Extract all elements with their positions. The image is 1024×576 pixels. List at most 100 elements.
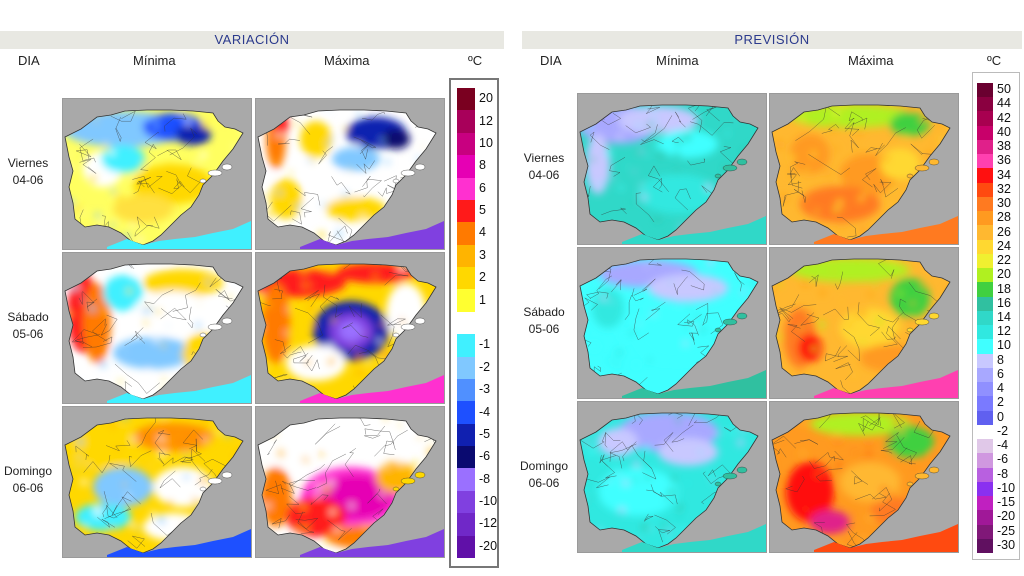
legend-label: -20 (997, 509, 1016, 524)
day-name: Viernes (7, 156, 49, 170)
day-name: Viernes (523, 151, 565, 165)
variacion-unit: ºC (468, 53, 483, 68)
legend-swatch (977, 510, 993, 525)
legend-swatch (977, 353, 993, 369)
prevision-col-maxima: Máxima (848, 53, 894, 68)
legend-label: 6 (479, 180, 486, 195)
legend-swatch (977, 168, 993, 184)
prevision-row-label-1: Sábado 05-06 (520, 304, 568, 338)
legend-label: -4 (997, 438, 1009, 453)
legend-swatch (457, 356, 475, 380)
variacion-map-minima-sbado (62, 252, 252, 404)
legend-label: 22 (997, 253, 1011, 268)
legend-label: -8 (479, 471, 491, 486)
legend-label: 42 (997, 110, 1011, 125)
legend-swatch (977, 396, 993, 412)
legend-label: -10 (997, 480, 1016, 495)
legend-label: 5 (479, 203, 486, 218)
legend-swatch (457, 423, 475, 447)
legend-label: -3 (479, 382, 491, 397)
prevision-row-label-2: Domingo 06-06 (514, 458, 574, 492)
prevision-row-label-0: Viernes 04-06 (520, 150, 568, 184)
legend-swatch (977, 367, 993, 383)
day-date: 04-06 (12, 173, 44, 187)
legend-swatch (457, 311, 475, 335)
legend-swatch (457, 244, 475, 268)
prevision-legend: 50 44 42 40 38 36 34 32 30 28 26 24 22 20 18 16 14 12 10 8 6… (972, 72, 1020, 560)
legend-label: -2 (479, 359, 491, 374)
legend-label: -2 (997, 423, 1009, 438)
variacion-map-minima-domingo (62, 406, 252, 558)
legend-swatch (977, 225, 993, 241)
day-name: Sábado (523, 305, 565, 319)
legend-label: -20 (479, 538, 498, 553)
legend-label: 12 (479, 113, 493, 128)
legend-label: 20 (997, 267, 1011, 282)
legend-label: 2 (479, 270, 486, 285)
legend-label: 50 (997, 82, 1011, 97)
prevision-col-dia: DIA (540, 53, 562, 68)
legend-swatch (977, 439, 993, 454)
legend-swatch (457, 88, 475, 111)
legend-label: -4 (479, 404, 491, 419)
prevision-header-band: PREVISIÓN (522, 31, 1022, 49)
legend-swatch (977, 339, 993, 355)
prevision-map-maxima-domingo (769, 401, 959, 553)
legend-label: -8 (997, 466, 1009, 481)
prevision-map-minima-domingo (577, 401, 767, 553)
legend-swatch (457, 535, 475, 559)
legend-swatch (457, 110, 475, 134)
legend-swatch (977, 310, 993, 326)
legend-swatch (977, 83, 993, 98)
variacion-legend: 20 12 10 8 6 5 4 3 2 1 -1 -2 -3 -4 -5 -6 -8 -10 -12 -20 (449, 78, 499, 568)
legend-label: 1 (479, 292, 486, 307)
variacion-row-label-0: Viernes 04-06 (4, 155, 52, 189)
legend-swatch (457, 378, 475, 402)
legend-swatch (977, 410, 993, 426)
legend-swatch (977, 211, 993, 226)
variacion-col-minima: Mínima (133, 53, 176, 68)
legend-label: 40 (997, 124, 1011, 139)
legend-swatch (977, 467, 993, 483)
variacion-map-maxima-domingo (255, 406, 445, 558)
legend-label: -6 (479, 449, 491, 464)
legend-swatch (457, 446, 475, 469)
legend-swatch (977, 154, 993, 169)
legend-swatch (977, 253, 993, 269)
variacion-map-minima-viernes (62, 98, 252, 250)
legend-label: -10 (479, 494, 498, 509)
legend-label: 44 (997, 96, 1011, 111)
legend-label: -6 (997, 452, 1009, 467)
legend-label: -25 (997, 523, 1016, 538)
legend-label: -12 (479, 516, 498, 531)
variacion-col-maxima: Máxima (324, 53, 370, 68)
legend-swatch (977, 111, 993, 127)
variacion-col-dia: DIA (18, 53, 40, 68)
legend-label: 38 (997, 139, 1011, 154)
legend-label: 8 (479, 158, 486, 173)
legend-label: 32 (997, 181, 1011, 196)
legend-swatch (977, 382, 993, 397)
legend-swatch (977, 481, 993, 497)
legend-label: 18 (997, 281, 1011, 296)
prevision-col-minima: Mínima (656, 53, 699, 68)
legend-swatch (977, 239, 993, 255)
legend-label: 16 (997, 295, 1011, 310)
legend-label: 24 (997, 238, 1011, 253)
prevision-map-maxima-sbado (769, 247, 959, 399)
legend-swatch (457, 222, 475, 246)
legend-swatch (977, 182, 993, 198)
legend-swatch (977, 196, 993, 212)
legend-swatch (457, 132, 475, 156)
legend-swatch (457, 199, 475, 223)
legend-swatch (457, 334, 475, 358)
day-date: 05-06 (12, 327, 44, 341)
legend-label: 0 (997, 409, 1004, 424)
prevision-title: PREVISIÓN (734, 32, 810, 47)
legend-swatch (977, 325, 993, 340)
legend-label: 4 (997, 381, 1004, 396)
legend-swatch (977, 424, 993, 440)
legend-swatch (977, 296, 993, 312)
legend-swatch (977, 524, 993, 540)
day-name: Domingo (519, 459, 569, 473)
